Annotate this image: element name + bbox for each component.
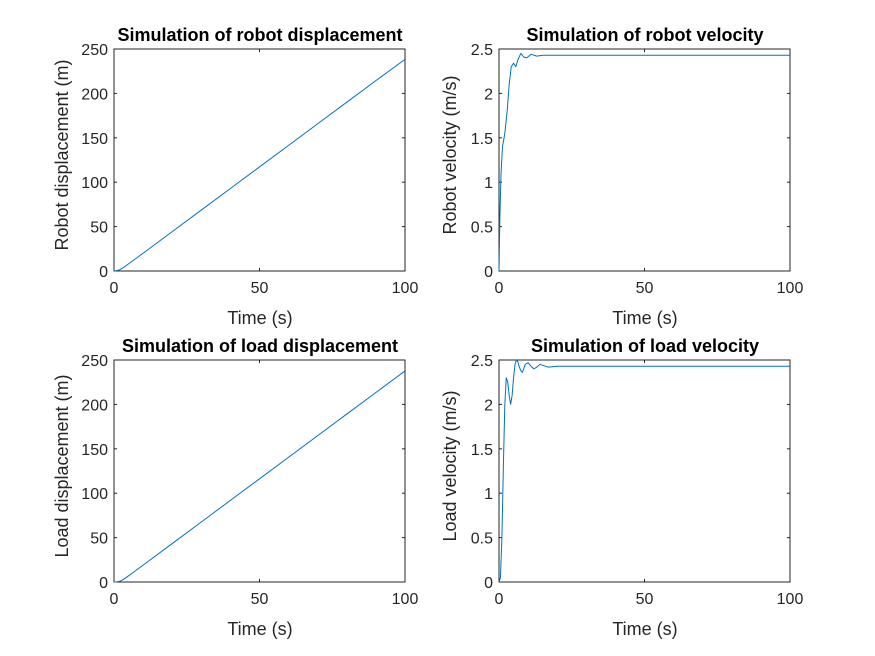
robot-velocity-plot: Simulation of robot velocity Time (s) Ro… — [440, 25, 803, 328]
y-axis-label: Robot displacement (m) — [52, 59, 72, 250]
y-tick-label: 150 — [81, 131, 108, 148]
y-tick-label: 2 — [484, 86, 493, 103]
y-axis-label: Robot velocity (m/s) — [440, 75, 460, 234]
x-tick-label: 0 — [495, 591, 504, 608]
y-tick-label: 1 — [484, 486, 493, 503]
y-tick-label: 1.5 — [471, 442, 493, 459]
chart-title: Simulation of robot displacement — [117, 25, 402, 45]
y-tick-label: 2.5 — [471, 42, 493, 59]
y-tick-label: 2.5 — [471, 353, 493, 370]
y-tick-label: 1 — [484, 175, 493, 192]
y-tick-label: 50 — [90, 220, 108, 237]
y-tick-label: 100 — [81, 175, 108, 192]
load-velocity-plot: Simulation of load velocity Time (s) Loa… — [440, 336, 803, 639]
chart-title: Simulation of load displacement — [122, 336, 398, 356]
y-axis-label: Load velocity (m/s) — [440, 390, 460, 541]
y-tick-label: 150 — [81, 442, 108, 459]
y-tick-label: 50 — [90, 531, 108, 548]
chart-title: Simulation of load velocity — [531, 336, 759, 356]
x-tick-label: 50 — [251, 280, 269, 297]
axes-box — [498, 359, 791, 583]
y-tick-label: 250 — [81, 42, 108, 59]
tick-labels: 0 50 100 0 0.5 1 1.5 2 2.5 — [471, 42, 804, 297]
plot-area — [113, 48, 406, 272]
y-tick-label: 0.5 — [471, 531, 493, 548]
tick-labels: 0 50 100 0 50 100 150 200 250 — [81, 42, 418, 297]
series-line — [113, 370, 406, 583]
y-tick-label: 0 — [484, 575, 493, 592]
y-tick-label: 200 — [81, 86, 108, 103]
plot-area — [113, 359, 406, 583]
x-axis-label: Time (s) — [612, 308, 677, 328]
x-tick-label: 100 — [392, 280, 419, 297]
y-tick-label: 2 — [484, 397, 493, 414]
series-line — [498, 52, 790, 272]
y-axis-label: Load displacement (m) — [52, 374, 72, 557]
axes-box — [113, 48, 406, 272]
x-tick-label: 0 — [110, 591, 119, 608]
x-axis-label: Time (s) — [227, 308, 292, 328]
tick-labels: 0 50 100 0 50 100 150 200 250 — [81, 353, 418, 608]
y-tick-label: 0 — [99, 264, 108, 281]
chart-title: Simulation of robot velocity — [526, 25, 763, 45]
x-tick-label: 50 — [636, 280, 654, 297]
y-tick-label: 200 — [81, 397, 108, 414]
x-tick-label: 50 — [251, 591, 269, 608]
y-tick-label: 0.5 — [471, 220, 493, 237]
y-tick-label: 100 — [81, 486, 108, 503]
x-tick-label: 0 — [495, 280, 504, 297]
series-line — [113, 58, 406, 272]
axes-box — [113, 359, 406, 583]
x-tick-label: 100 — [777, 591, 804, 608]
x-axis-label: Time (s) — [227, 619, 292, 639]
tick-labels: 0 50 100 0 0.5 1 1.5 2 2.5 — [471, 353, 804, 608]
series-line — [498, 359, 790, 583]
y-tick-label: 0 — [99, 575, 108, 592]
load-displacement-plot: Simulation of load displacement Time (s)… — [52, 336, 418, 639]
axes-box — [498, 48, 791, 272]
x-tick-label: 100 — [777, 280, 804, 297]
y-tick-label: 0 — [484, 264, 493, 281]
robot-displacement-plot: Simulation of robot displacement Time (s… — [52, 25, 418, 328]
x-tick-label: 100 — [392, 591, 419, 608]
x-axis-label: Time (s) — [612, 619, 677, 639]
x-tick-label: 50 — [636, 591, 654, 608]
y-tick-label: 1.5 — [471, 131, 493, 148]
plot-area — [498, 48, 791, 272]
plot-area — [498, 359, 791, 583]
y-tick-label: 250 — [81, 353, 108, 370]
x-tick-label: 0 — [110, 280, 119, 297]
